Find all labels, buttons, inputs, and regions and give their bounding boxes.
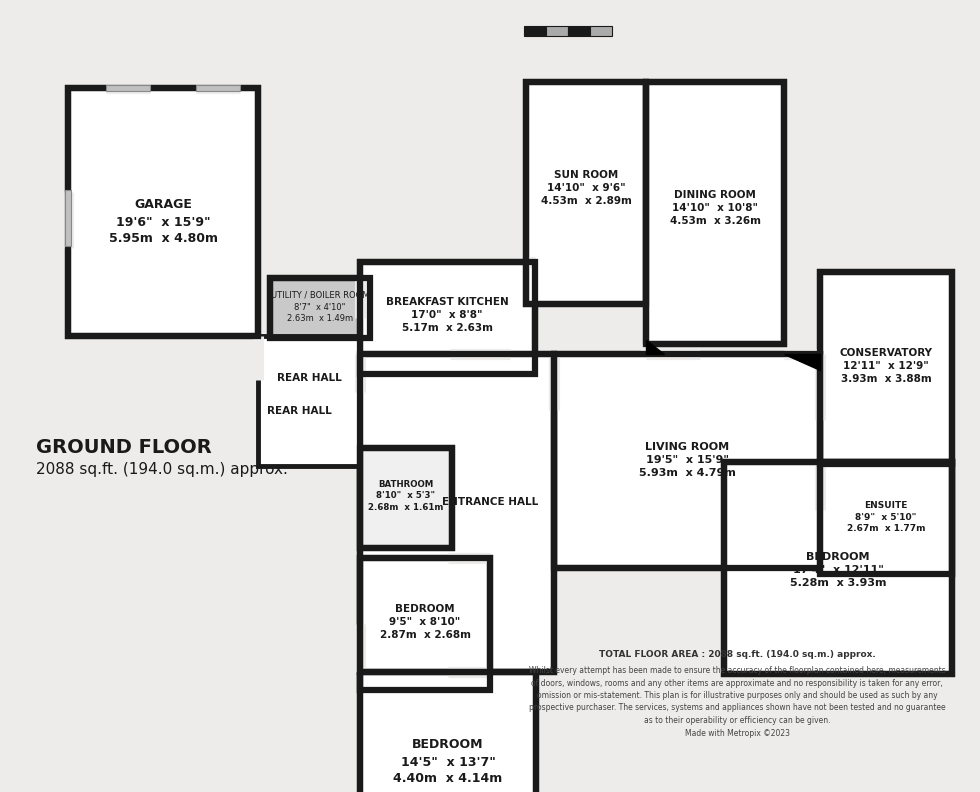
Bar [360, 354, 554, 672]
Bar [820, 272, 952, 464]
Text: Whilst every attempt has been made to ensure the accuracy of the floorplan conta: Whilst every attempt has been made to en… [528, 666, 946, 737]
Text: ENTRANCE HALL: ENTRANCE HALL [442, 497, 538, 507]
Bar [554, 354, 820, 568]
Bar [270, 278, 370, 338]
Text: DINING ROOM
14'10"  x 10'8"
4.53m  x 3.26m: DINING ROOM 14'10" x 10'8" 4.53m x 3.26m [669, 190, 760, 227]
Bar [590, 26, 612, 36]
Text: ENSUITE
8'9"  x 5'10"
2.67m  x 1.77m: ENSUITE 8'9" x 5'10" 2.67m x 1.77m [847, 501, 925, 533]
Bar [270, 278, 370, 338]
Text: GARAGE
19'6"  x 15'9"
5.95m  x 4.80m: GARAGE 19'6" x 15'9" 5.95m x 4.80m [109, 199, 218, 246]
Bar [360, 262, 535, 374]
Bar [526, 82, 646, 304]
Bar [646, 82, 784, 344]
Bar [68, 88, 258, 336]
Text: GROUND FLOOR: GROUND FLOOR [36, 438, 212, 457]
Text: LIVING ROOM
19'5"  x 15'9"
5.93m  x 4.79m: LIVING ROOM 19'5" x 15'9" 5.93m x 4.79m [639, 442, 735, 478]
Bar [820, 462, 952, 574]
Bar [554, 354, 820, 568]
Bar [68, 88, 258, 336]
Bar [724, 462, 952, 674]
Bar [724, 462, 952, 674]
Bar [646, 82, 784, 344]
Text: TOTAL FLOOR AREA : 2088 sq.ft. (194.0 sq.m.) approx.: TOTAL FLOOR AREA : 2088 sq.ft. (194.0 sq… [599, 650, 875, 659]
Bar [360, 448, 452, 548]
Bar [360, 672, 536, 792]
Text: BEDROOM
9'5"  x 8'10"
2.87m  x 2.68m: BEDROOM 9'5" x 8'10" 2.87m x 2.68m [379, 604, 470, 640]
Text: 2088 sq.ft. (194.0 sq.m.) approx.: 2088 sq.ft. (194.0 sq.m.) approx. [36, 462, 288, 477]
Bar [360, 448, 452, 548]
Bar [568, 26, 590, 36]
Bar [106, 85, 150, 91]
Text: REAR HALL: REAR HALL [267, 406, 331, 416]
Text: BEDROOM
17'4"  x 12'11"
5.28m  x 3.93m: BEDROOM 17'4" x 12'11" 5.28m x 3.93m [790, 552, 886, 588]
Bar [526, 82, 646, 304]
Bar [65, 190, 71, 246]
Text: UTILITY / BOILER ROOM
8'7"  x 4'10"
2.63m  x 1.49m: UTILITY / BOILER ROOM 8'7" x 4'10" 2.63m… [270, 291, 369, 323]
Bar [258, 336, 360, 466]
Bar [360, 672, 536, 792]
Bar [360, 262, 535, 374]
Text: BATHROOM
8'10"  x 5'3"
2.68m  x 1.61m: BATHROOM 8'10" x 5'3" 2.68m x 1.61m [368, 480, 444, 512]
Bar [360, 354, 554, 672]
Bar [546, 26, 568, 36]
Polygon shape [784, 354, 820, 370]
Bar [820, 272, 952, 464]
Bar [360, 558, 490, 690]
Text: SUN ROOM
14'10"  x 9'6"
4.53m  x 2.89m: SUN ROOM 14'10" x 9'6" 4.53m x 2.89m [541, 169, 631, 206]
Text: BEDROOM
14'5"  x 13'7"
4.40m  x 4.14m: BEDROOM 14'5" x 13'7" 4.40m x 4.14m [393, 738, 503, 786]
Polygon shape [646, 340, 664, 354]
Text: CONSERVATORY
12'11"  x 12'9"
3.93m  x 3.88m: CONSERVATORY 12'11" x 12'9" 3.93m x 3.88… [840, 348, 933, 384]
Bar [196, 85, 240, 91]
Text: BREAKFAST KITCHEN
17'0"  x 8'8"
5.17m  x 2.63m: BREAKFAST KITCHEN 17'0" x 8'8" 5.17m x 2… [385, 297, 509, 333]
Bar [820, 462, 952, 574]
Bar [524, 26, 546, 36]
Text: REAR HALL: REAR HALL [276, 373, 341, 383]
Bar [360, 558, 490, 690]
